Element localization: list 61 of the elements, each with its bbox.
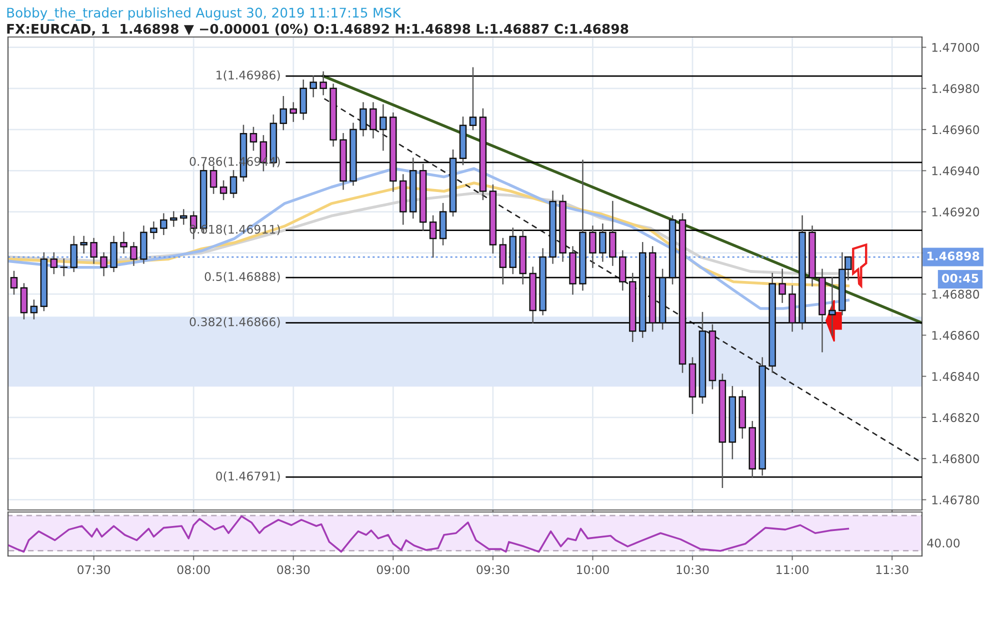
candlestick — [320, 71, 327, 96]
y-tick-label: 1.46920 — [932, 208, 980, 216]
y-tick-label: 1.46820 — [932, 413, 980, 422]
y-tick-label: 1.46800 — [932, 454, 980, 464]
x-tick-label: 09:30 — [476, 565, 510, 574]
candlestick — [230, 170, 238, 198]
x-tick-label: 08:30 — [277, 565, 310, 574]
candlestick — [120, 232, 128, 254]
candlestick — [130, 242, 138, 266]
candlestick — [589, 226, 596, 268]
x-tick-label: 10:30 — [676, 565, 709, 574]
x-tick-label: 07:30 — [78, 565, 110, 574]
candlestick — [220, 180, 228, 200]
y-tick-label: 1.46980 — [932, 84, 980, 94]
candlestick — [90, 238, 98, 264]
y-tick-label: 1.46880 — [932, 290, 980, 299]
candlestick — [210, 166, 218, 194]
candlestick — [380, 104, 387, 151]
candlestick — [370, 102, 377, 138]
y-tick-label: 1.46780 — [932, 495, 980, 504]
series-label: 1(1.46986) — [216, 70, 280, 81]
candlestick — [10, 270, 18, 295]
series-label: 0.382(1.46866) — [190, 317, 280, 328]
y-tick-label: 1.47000 — [932, 43, 980, 52]
x-tick-label: 11:30 — [876, 565, 908, 574]
candlestick — [60, 258, 68, 276]
candlestick — [499, 238, 507, 284]
x-tick-label: 11:00 — [776, 565, 809, 574]
candlestick — [280, 96, 288, 130]
y-tick-label: 1.46840 — [932, 372, 980, 381]
ref-line-label: 1.46898 — [928, 252, 980, 260]
x-tick-label: 09:00 — [376, 565, 410, 574]
candlestick — [180, 209, 188, 225]
y-tick-label: 1.46960 — [932, 125, 980, 134]
text: 40.00 — [927, 538, 960, 548]
candlestick — [290, 102, 297, 122]
candlestick — [150, 221, 158, 240]
candlestick — [360, 102, 367, 136]
candlestick — [70, 236, 78, 272]
y-tick-label: 1.46860 — [932, 330, 980, 340]
candlestick — [599, 224, 606, 262]
chart-title: Bobby_the_trader published August 30, 2019 11:17:15 MSK — [7, 7, 402, 21]
series-label: 0.5(1.46888) — [204, 272, 280, 282]
candlestick — [100, 252, 108, 276]
candlestick — [170, 211, 178, 227]
candlestick — [469, 67, 477, 130]
series-label: 0(1.46791) — [216, 471, 280, 482]
candlestick — [429, 215, 437, 258]
x-tick-label: 08:00 — [177, 565, 210, 574]
candlestick — [778, 268, 786, 303]
candlestick — [160, 213, 168, 236]
candlestick — [80, 236, 88, 254]
candlestick — [828, 276, 836, 336]
candlestick — [250, 126, 258, 151]
x-tick-label: 10:00 — [577, 565, 609, 574]
y-tick-label: 1.46940 — [932, 166, 980, 176]
candlestick — [310, 75, 317, 98]
candlestick — [30, 300, 38, 320]
text: 00:45 — [942, 274, 978, 283]
candlestick — [50, 252, 58, 274]
chart-subtitle: FX:EURCAD, 1 1.46898 ▼ −0.00001 (0%) O:1.46892 H:1.46898 L:1.46887 C:1.46898 — [7, 24, 628, 36]
